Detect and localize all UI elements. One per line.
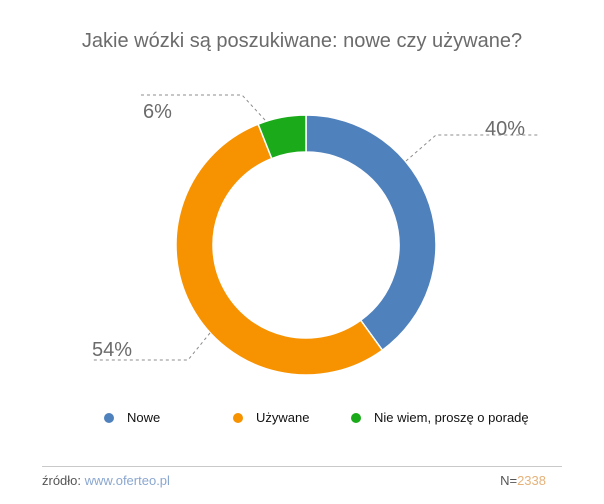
legend-swatch-uzywane <box>233 412 243 423</box>
sample-size-value: 2338 <box>517 473 546 488</box>
data-label-uzywane: 54% <box>92 339 132 361</box>
slice-nie-wiem <box>257 114 307 160</box>
source-note: źródło: www.oferteo.pl <box>42 473 170 488</box>
donut-chart: 40% 54% 6% <box>92 94 540 376</box>
data-label-nowe: 40% <box>485 118 525 140</box>
legend-item-nie-wiem: Nie wiem, proszę o poradę <box>351 410 529 425</box>
data-label-nie-wiem: 6% <box>143 101 172 123</box>
legend-swatch-nie-wiem <box>351 412 361 423</box>
sample-size-label: N= <box>500 473 518 488</box>
sample-size: N=2338 <box>500 473 546 488</box>
legend-swatch-nowe <box>104 412 114 423</box>
legend-label-uzywane: Używane <box>256 410 310 425</box>
legend: Nowe Używane Nie wiem, proszę o poradę <box>0 410 604 434</box>
legend-label-nowe: Nowe <box>127 410 161 425</box>
footer-divider <box>42 466 562 467</box>
legend-item-uzywane: Używane <box>233 410 309 425</box>
leader-line-uzywane <box>92 332 211 361</box>
source-link[interactable]: www.oferteo.pl <box>84 473 170 488</box>
slice-nowe <box>305 114 437 352</box>
chart-title: Jakie wózki są poszukiwane: nowe czy uży… <box>81 30 523 52</box>
legend-label-nie-wiem: Nie wiem, proszę o poradę <box>374 410 529 425</box>
legend-item-nowe: Nowe <box>104 410 160 425</box>
slice-uzywane <box>175 123 384 376</box>
source-label: źródło: <box>42 473 82 488</box>
leader-line-nowe <box>405 134 540 162</box>
